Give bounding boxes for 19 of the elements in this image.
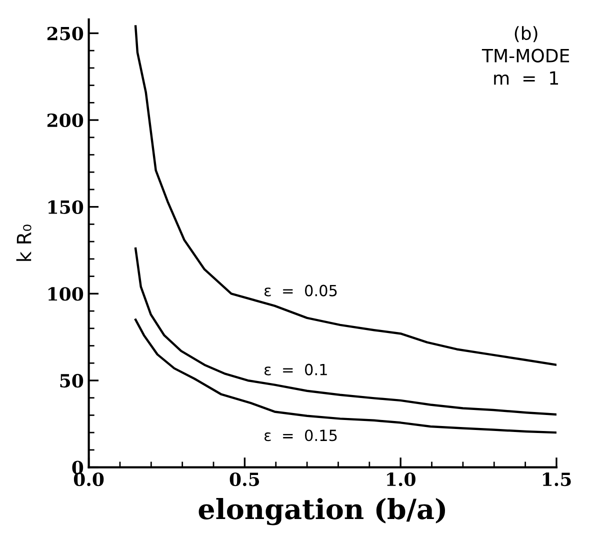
x-tick-label: 0.0 — [74, 472, 104, 486]
line-series — [134, 247, 556, 416]
annotation: TM-MODE — [482, 48, 570, 62]
y-tick-label: 150 — [48, 200, 84, 214]
y-axis-title: k R₀ — [16, 224, 32, 261]
y-tick-label: 250 — [47, 26, 84, 40]
x-tick-label: 1.5 — [542, 472, 571, 486]
x-tick-label: 0.5 — [230, 472, 260, 486]
annotation: (b) — [514, 26, 538, 42]
annotation: m = 1 — [494, 71, 558, 85]
y-tick-label: 0 — [72, 460, 84, 474]
series-label: ε = 0.15 — [264, 430, 337, 442]
series-label: ε = 0.1 — [264, 364, 327, 376]
y-tick-label: 100 — [48, 287, 84, 301]
y-tick-label: 200 — [47, 114, 84, 128]
y-tick-label: 50 — [60, 374, 84, 388]
x-tick-label: 1.0 — [387, 472, 416, 486]
x-axis-title: elongation (b/a) — [198, 498, 445, 526]
series-label: ε = 0.05 — [264, 284, 337, 296]
